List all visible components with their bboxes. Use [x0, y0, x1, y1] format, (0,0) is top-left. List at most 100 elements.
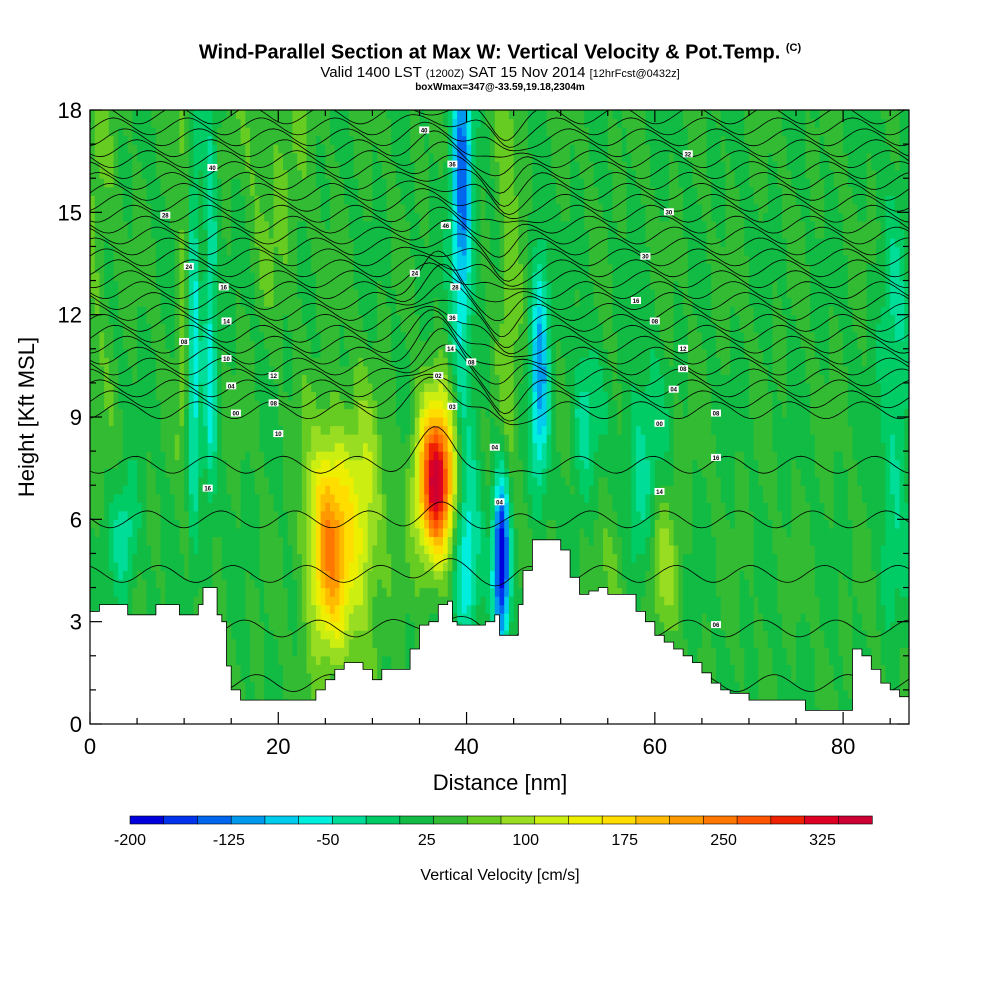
velocity-cell: [202, 246, 209, 256]
velocity-cell: [330, 331, 336, 341]
velocity-cell: [278, 314, 284, 324]
velocity-cell: [170, 596, 176, 606]
velocity-cell: [372, 118, 378, 128]
velocity-cell: [311, 331, 317, 341]
velocity-cell: [137, 425, 143, 435]
velocity-cell: [381, 596, 388, 606]
velocity-cell: [141, 468, 148, 478]
velocity-cell: [226, 476, 232, 486]
velocity-cell: [334, 596, 341, 606]
velocity-cell: [306, 203, 312, 213]
velocity-cell: [264, 451, 270, 461]
velocity-cell: [221, 272, 228, 282]
velocity-cell: [212, 144, 218, 154]
velocity-cell: [221, 340, 228, 350]
velocity-cell: [202, 382, 209, 393]
velocity-cell: [287, 229, 293, 239]
velocity-cell: [287, 297, 293, 307]
velocity-cell: [235, 544, 242, 555]
velocity-cell: [334, 152, 341, 162]
velocity-cell: [94, 186, 101, 196]
velocity-cell: [160, 587, 166, 597]
velocity-cell: [198, 306, 204, 316]
velocity-cell: [410, 220, 416, 230]
velocity-cell: [179, 561, 185, 572]
velocity-cell: [254, 647, 261, 657]
velocity-cell: [132, 587, 138, 597]
velocity-cell: [155, 220, 162, 230]
velocity-cell: [268, 655, 275, 665]
velocity-cell: [99, 348, 105, 358]
velocity-cell: [132, 306, 138, 316]
velocity-cell: [118, 272, 124, 282]
velocity-cell: [104, 434, 110, 444]
velocity-cell: [297, 417, 303, 427]
velocity-cell: [94, 297, 101, 307]
velocity-cell: [348, 638, 355, 648]
velocity-cell: [151, 340, 157, 350]
velocity-cell: [320, 570, 326, 580]
velocity-cell: [334, 391, 341, 401]
velocity-cell: [245, 110, 251, 120]
velocity-cell: [94, 493, 101, 503]
velocity-cell: [170, 442, 176, 452]
velocity-cell: [137, 561, 143, 572]
velocity-cell: [127, 161, 133, 171]
velocity-cell: [250, 254, 256, 265]
velocity-cell: [372, 237, 378, 248]
velocity-cell: [367, 647, 374, 657]
velocity-cell: [99, 110, 105, 120]
velocity-cell: [386, 468, 392, 478]
velocity-cell: [193, 442, 199, 452]
velocity-cell: [240, 493, 246, 503]
velocity-cell: [104, 263, 110, 273]
velocity-cell: [118, 340, 124, 350]
velocity-cell: [273, 519, 279, 529]
velocity-cell: [395, 323, 402, 333]
velocity-cell: [311, 152, 317, 162]
velocity-cell: [264, 570, 270, 580]
velocity-cell: [155, 587, 162, 597]
chart-title-mark: (C): [785, 42, 802, 54]
velocity-cell: [264, 613, 270, 623]
velocity-cell: [363, 348, 369, 358]
velocity-cell: [363, 476, 369, 486]
velocity-cell: [358, 152, 364, 162]
velocity-cell: [184, 135, 190, 145]
velocity-cell: [137, 485, 143, 495]
velocity-cell: [104, 118, 110, 128]
velocity-cell: [151, 553, 157, 563]
velocity-cell: [395, 314, 402, 324]
velocity-cell: [282, 425, 289, 435]
velocity-cell: [306, 664, 312, 674]
velocity-cell: [282, 118, 289, 128]
velocity-cell: [367, 374, 374, 384]
velocity-cell: [325, 596, 331, 606]
velocity-cell: [231, 391, 237, 401]
velocity-cell: [330, 502, 336, 512]
velocity-cell: [245, 348, 251, 358]
velocity-cell: [391, 451, 397, 461]
velocity-cell: [170, 399, 176, 410]
velocity-cell: [372, 357, 378, 367]
velocity-cell: [160, 553, 166, 563]
velocity-cell: [311, 510, 317, 520]
velocity-cell: [391, 280, 397, 290]
velocity-cell: [226, 527, 232, 537]
velocity-cell: [325, 306, 331, 316]
velocity-cell: [268, 306, 275, 316]
velocity-cell: [410, 127, 416, 137]
velocity-cell: [118, 485, 124, 495]
velocity-cell: [174, 195, 181, 205]
velocity-cell: [339, 237, 345, 248]
velocity-cell: [193, 254, 199, 265]
velocity-cell: [235, 135, 242, 145]
velocity-cell: [141, 391, 148, 401]
velocity-cell: [259, 485, 265, 495]
velocity-cell: [94, 280, 101, 290]
velocity-cell: [325, 118, 331, 128]
velocity-cell: [344, 553, 350, 563]
velocity-cell: [330, 425, 336, 435]
velocity-cell: [118, 178, 124, 188]
velocity-cell: [202, 417, 209, 427]
